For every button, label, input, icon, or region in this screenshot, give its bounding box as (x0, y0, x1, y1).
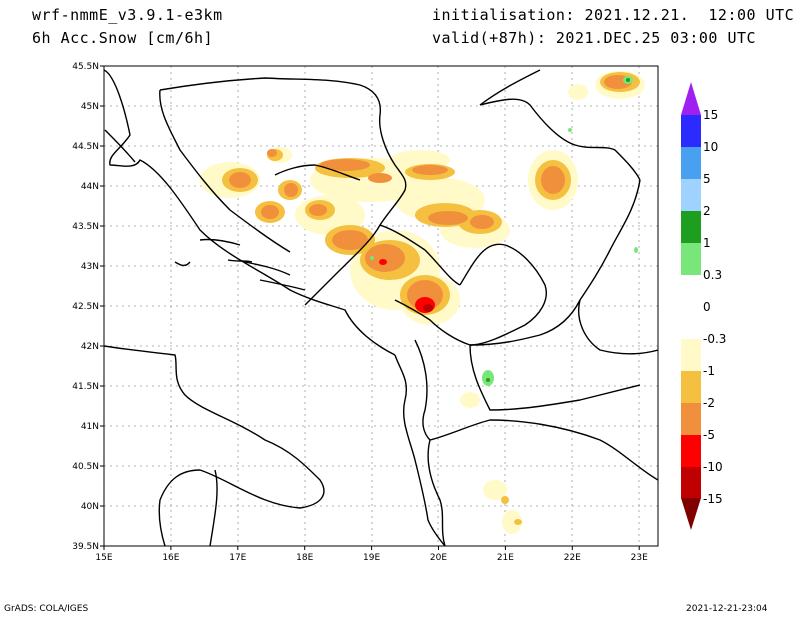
lon-tick-label: 20E (430, 553, 447, 563)
colorbar-label: 1 (703, 236, 711, 250)
colorbar-bin-5-2 (681, 179, 701, 211)
lat-tick-label: 43.5N (72, 222, 99, 232)
colorbar-bin-m0.3-m1 (681, 339, 701, 371)
grads-credit: GrADS: COLA/IGES (4, 604, 89, 614)
field-title: 6h Acc.Snow [cm/6h] (32, 29, 214, 47)
snow-field (200, 71, 645, 534)
lat-axis: 45.5N 45N 44.5N 44N 43.5N 43N 42.5N 42N 41.5N 41N… (72, 62, 104, 552)
colorbar-label: -10 (703, 460, 723, 474)
colorbar-label: 0.3 (703, 268, 722, 282)
lat-tick-label: 43N (81, 262, 99, 272)
colorbar-label: -1 (703, 364, 715, 378)
colorbar: 15 10 5 2 1 0.3 0 -0.3 -1 -2 -5 -10 -15 (681, 82, 726, 530)
lat-tick-label: 42N (81, 342, 99, 352)
colorbar-label: 10 (703, 140, 718, 154)
lon-tick-label: 18E (296, 553, 313, 563)
colorbar-bin-10-5 (681, 147, 701, 179)
colorbar-label: -0.3 (703, 332, 726, 346)
colorbar-label: 5 (703, 172, 711, 186)
colorbar-bin-m2-m5 (681, 403, 701, 435)
lon-tick-label: 21E (497, 553, 514, 563)
lon-tick-label: 22E (564, 553, 581, 563)
colorbar-bin-2-1 (681, 211, 701, 243)
lat-tick-label: 41N (81, 422, 99, 432)
colorbar-bottom-arrow (681, 498, 701, 530)
render-timestamp: 2021-12-21-23:04 (686, 604, 768, 614)
colorbar-bin-15-10 (681, 115, 701, 147)
colorbar-bin-0-m0.3 (681, 307, 701, 339)
init-time: initialisation: 2021.12.21. 12:00 UTC (432, 6, 795, 24)
lat-tick-label: 40.5N (72, 462, 99, 472)
lat-tick-label: 44N (81, 182, 99, 192)
colorbar-top-arrow (681, 82, 701, 115)
lon-tick-label: 23E (631, 553, 648, 563)
lon-tick-label: 17E (229, 553, 246, 563)
colorbar-label: 15 (703, 108, 718, 122)
lat-tick-label: 42.5N (72, 302, 99, 312)
colorbar-label: -2 (703, 396, 715, 410)
lat-tick-label: 40N (81, 502, 99, 512)
colorbar-bin-1-0.3 (681, 243, 701, 275)
lat-tick-label: 45N (81, 102, 99, 112)
lon-axis: 15E 16E 17E 18E 19E 20E 21E 22E 23E (95, 546, 648, 563)
coastlines-borders (104, 69, 658, 546)
model-title: wrf-nmmE_v3.9.1-e3km (32, 6, 223, 24)
lat-tick-label: 45.5N (72, 62, 99, 72)
colorbar-label: -5 (703, 428, 715, 442)
colorbar-bin-m10-m15 (681, 467, 701, 498)
valid-time: valid(+87h): 2021.DEC.25 03:00 UTC (432, 29, 757, 47)
colorbar-bin-m1-m2 (681, 371, 701, 403)
colorbar-label: -15 (703, 492, 723, 506)
lon-tick-label: 16E (162, 553, 179, 563)
colorbar-label: 0 (703, 300, 711, 314)
lon-tick-label: 15E (95, 553, 112, 563)
lat-tick-label: 44.5N (72, 142, 99, 152)
lat-tick-label: 39.5N (72, 542, 99, 552)
colorbar-bin-0.3-0 (681, 275, 701, 307)
lon-tick-label: 19E (363, 553, 380, 563)
colorbar-bin-m5-m10 (681, 435, 701, 467)
lat-tick-label: 41.5N (72, 382, 99, 392)
colorbar-label: 2 (703, 204, 711, 218)
